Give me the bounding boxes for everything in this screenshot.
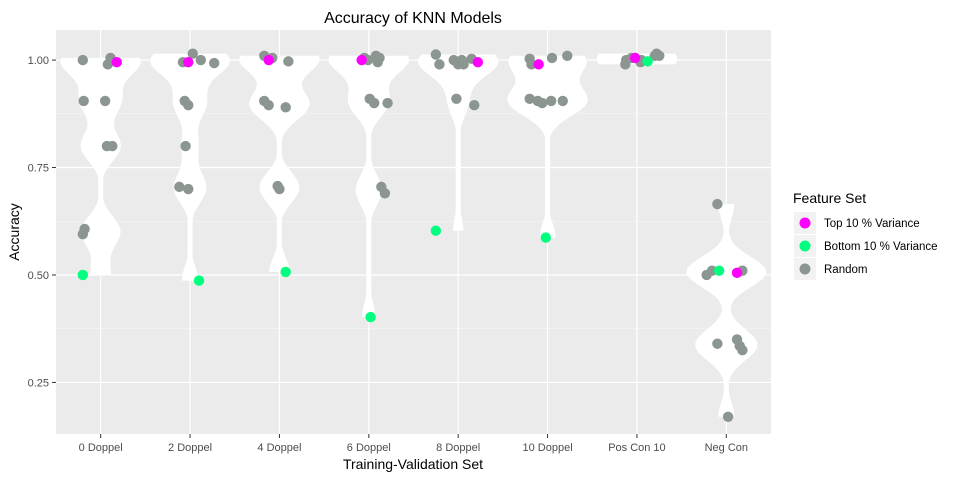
point-random — [368, 97, 380, 109]
x-tick-label: Neg Con — [705, 442, 748, 454]
point-random — [195, 54, 206, 66]
legend-key-random — [799, 263, 811, 275]
point-random — [77, 54, 89, 66]
y-tick-label: 0.25 — [28, 377, 49, 389]
point-random — [451, 93, 462, 104]
point-random — [722, 411, 734, 423]
point-random — [274, 183, 285, 195]
violin-4-doppel — [239, 55, 320, 272]
point-random — [99, 95, 111, 107]
point-random — [382, 97, 393, 109]
x-tick-label: 4 Doppel — [257, 442, 301, 454]
plot-panel — [56, 30, 771, 434]
point-random — [379, 188, 391, 199]
legend-label-bottom-variance: Bottom 10 % Variance — [824, 241, 938, 253]
point-random — [107, 140, 118, 152]
point-bottom-10-variance — [77, 269, 89, 281]
point-random — [434, 59, 445, 70]
point-random — [280, 102, 291, 113]
legend-label-random: Random — [824, 264, 867, 276]
legend-key-top-variance — [799, 217, 811, 229]
point-bottom-10-variance — [365, 311, 376, 323]
point-random — [458, 59, 469, 70]
y-tick-label: 0.75 — [28, 163, 49, 175]
point-bottom-10-variance — [430, 225, 442, 236]
point-random — [526, 59, 537, 70]
point-top-10-variance — [263, 54, 274, 66]
point-random — [208, 57, 220, 69]
point-random — [102, 59, 114, 70]
point-random — [174, 181, 185, 193]
point-random — [737, 344, 748, 356]
point-random — [78, 95, 89, 107]
point-top-10-variance — [533, 59, 544, 70]
x-axis-title: Training-Validation Set — [343, 456, 483, 472]
data-points — [77, 48, 748, 423]
point-random — [712, 198, 723, 210]
point-random — [545, 95, 557, 107]
legend: Feature Set Top 10 % Variance Bottom 10 … — [793, 190, 938, 280]
point-random — [263, 100, 274, 111]
point-bottom-10-variance — [193, 275, 205, 286]
violin-6-doppel — [328, 55, 409, 318]
point-random — [524, 93, 535, 104]
point-random — [183, 100, 194, 111]
point-bottom-10-variance — [540, 232, 551, 243]
violin-2-doppel — [149, 53, 231, 281]
point-random — [187, 48, 198, 59]
point-bottom-10-variance — [642, 56, 653, 67]
point-random — [180, 140, 191, 152]
point-top-10-variance — [356, 54, 367, 66]
point-random — [430, 49, 442, 60]
point-random — [183, 183, 194, 195]
point-random — [620, 59, 631, 70]
legend-title: Feature Set — [793, 190, 866, 206]
point-random — [77, 228, 89, 240]
x-tick-label: 2 Doppel — [168, 442, 212, 454]
x-tick-label: 8 Doppel — [436, 442, 480, 454]
x-axis-ticks: 0 Doppel 2 Doppel 4 Doppel 6 Doppel 8 Doppel… — [79, 434, 748, 454]
point-random — [654, 50, 665, 61]
point-top-10-variance — [629, 52, 641, 64]
point-top-10-variance — [731, 267, 743, 279]
violin-neg-con — [686, 204, 767, 417]
violin-0-doppel — [60, 57, 141, 276]
y-axis-ticks: 0.25 0.50 0.75 1.00 — [28, 55, 56, 389]
point-random — [546, 52, 558, 64]
point-top-10-variance — [183, 57, 194, 68]
x-tick-label: 10 Doppel — [522, 442, 572, 454]
x-tick-label: 6 Doppel — [347, 442, 391, 454]
point-random — [712, 338, 723, 349]
y-tick-label: 1.00 — [28, 55, 49, 67]
chart-title: Accuracy of KNN Models — [324, 10, 502, 27]
point-random — [557, 95, 568, 107]
point-bottom-10-variance — [280, 266, 291, 278]
point-random — [701, 269, 712, 281]
point-random — [372, 57, 383, 68]
legend-label-top-variance: Top 10 % Variance — [824, 218, 920, 230]
point-bottom-10-variance — [713, 265, 725, 276]
point-top-10-variance — [472, 57, 484, 68]
x-tick-label: 0 Doppel — [79, 442, 123, 454]
point-random — [283, 56, 294, 67]
y-tick-label: 0.50 — [28, 270, 49, 282]
point-top-10-variance — [111, 57, 122, 68]
point-random — [537, 97, 548, 109]
legend-key-bottom-variance — [799, 240, 811, 252]
x-tick-label: Pos Con 10 — [608, 442, 665, 454]
point-random — [469, 100, 480, 111]
point-random — [562, 50, 573, 61]
y-axis-title: Accuracy — [6, 203, 22, 261]
violin-8-doppel — [418, 54, 499, 231]
